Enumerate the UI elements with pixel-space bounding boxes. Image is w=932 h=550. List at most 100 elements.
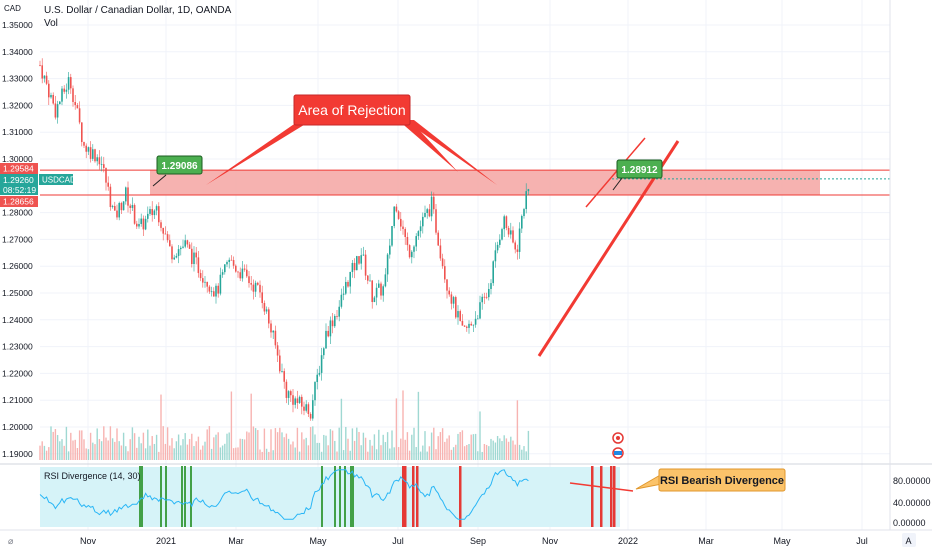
rsi-bearish-bar (402, 466, 405, 527)
chart-subtitle: Vol (44, 18, 58, 29)
volume-bar (180, 445, 182, 460)
candle (272, 330, 274, 340)
volume-bar (96, 428, 98, 460)
volume-bar (378, 429, 380, 460)
volume-bar (314, 434, 316, 460)
volume-bar (257, 430, 259, 460)
rsi-bullish-bar (339, 466, 341, 527)
volume-bar (408, 450, 411, 460)
candle (499, 234, 501, 248)
volume-bar (327, 445, 329, 460)
time-zone-icon[interactable]: ⌀ (8, 536, 14, 546)
volume-bar (162, 426, 164, 460)
candle (437, 230, 439, 246)
candle (367, 274, 369, 285)
volume-bar (158, 451, 160, 460)
volume-bar (375, 449, 378, 460)
candle (496, 241, 499, 254)
candle (292, 388, 294, 413)
x-tick-label: Nov (80, 536, 97, 546)
rsi-bearish-bar (412, 466, 415, 527)
volume-bar (323, 434, 325, 460)
volume-bar (386, 432, 389, 460)
svg-text:⌀: ⌀ (8, 536, 14, 546)
volume-bar (424, 431, 426, 460)
candle (252, 279, 255, 300)
volume-bar (384, 442, 387, 460)
candle (459, 309, 461, 322)
candle (358, 255, 360, 266)
flag-canada-icon[interactable] (612, 432, 624, 444)
candle (63, 85, 65, 94)
rsi-bullish-bar (350, 466, 352, 527)
volume-bar (481, 451, 483, 460)
volume-bar (177, 434, 180, 460)
volume-bar (263, 428, 266, 460)
volume-bar (166, 427, 169, 460)
rsi-divergence-label: RSI Bearish Divergence (660, 475, 784, 487)
candle (81, 122, 83, 147)
volume-bar (111, 438, 114, 460)
volume-bar (48, 447, 50, 460)
candle (512, 226, 514, 244)
x-tick-label: May (309, 536, 327, 546)
candle (472, 324, 475, 333)
volume-bar (463, 446, 466, 460)
candle (382, 284, 384, 302)
candle (360, 248, 362, 270)
candle (215, 283, 217, 304)
y-tick-label: 1.22000 (2, 368, 33, 378)
volume-bar (452, 447, 455, 460)
volume-bar (296, 427, 299, 460)
volume-bar (353, 440, 356, 460)
candle (435, 204, 437, 235)
volume-bar (78, 430, 81, 460)
volume-bar (107, 440, 109, 460)
volume-bar (175, 441, 178, 460)
x-tick-label: 2021 (156, 536, 176, 546)
volume-bar (316, 442, 318, 460)
flag-usa-icon[interactable] (612, 447, 624, 459)
volume-bar (483, 443, 486, 460)
volume-bar (490, 438, 492, 460)
volume-bar (527, 430, 530, 460)
candle (474, 311, 477, 328)
candle (125, 186, 127, 205)
candle (395, 203, 398, 213)
candle (362, 246, 365, 256)
candle (45, 71, 48, 86)
candle (109, 183, 112, 211)
x-tick-label: Sep (470, 536, 486, 546)
auto-scale-button[interactable]: A (902, 533, 916, 547)
candle (191, 242, 193, 268)
candle (175, 253, 178, 259)
volume-bar (371, 445, 373, 460)
candle (186, 239, 189, 248)
candle (228, 257, 230, 269)
candle (290, 389, 292, 402)
candle (320, 347, 323, 381)
volume-bar (307, 445, 310, 460)
candle (314, 381, 316, 406)
volume-bar (382, 434, 384, 460)
volume-bar (510, 436, 512, 460)
volume-bar (301, 432, 303, 460)
candle (158, 202, 160, 226)
candle (406, 232, 409, 251)
candle (118, 201, 120, 221)
volume-bar (100, 441, 103, 460)
volume-bar (448, 435, 450, 460)
volume-bar (312, 426, 314, 460)
x-tick-label: Jul (392, 536, 404, 546)
price-labels: CAD 1.29584 1.29260 08:52:19 USDCAD 1.28… (0, 4, 76, 207)
candle (448, 287, 450, 297)
rsi-bullish-bar (141, 466, 143, 527)
volume-bar (248, 432, 250, 460)
candle (305, 400, 307, 413)
volume-bar (173, 448, 175, 460)
volume-bar (439, 432, 442, 460)
volume-bar (415, 447, 417, 460)
volume-bar (149, 445, 151, 460)
volume-bar (285, 433, 288, 460)
volume-bar (272, 450, 274, 460)
